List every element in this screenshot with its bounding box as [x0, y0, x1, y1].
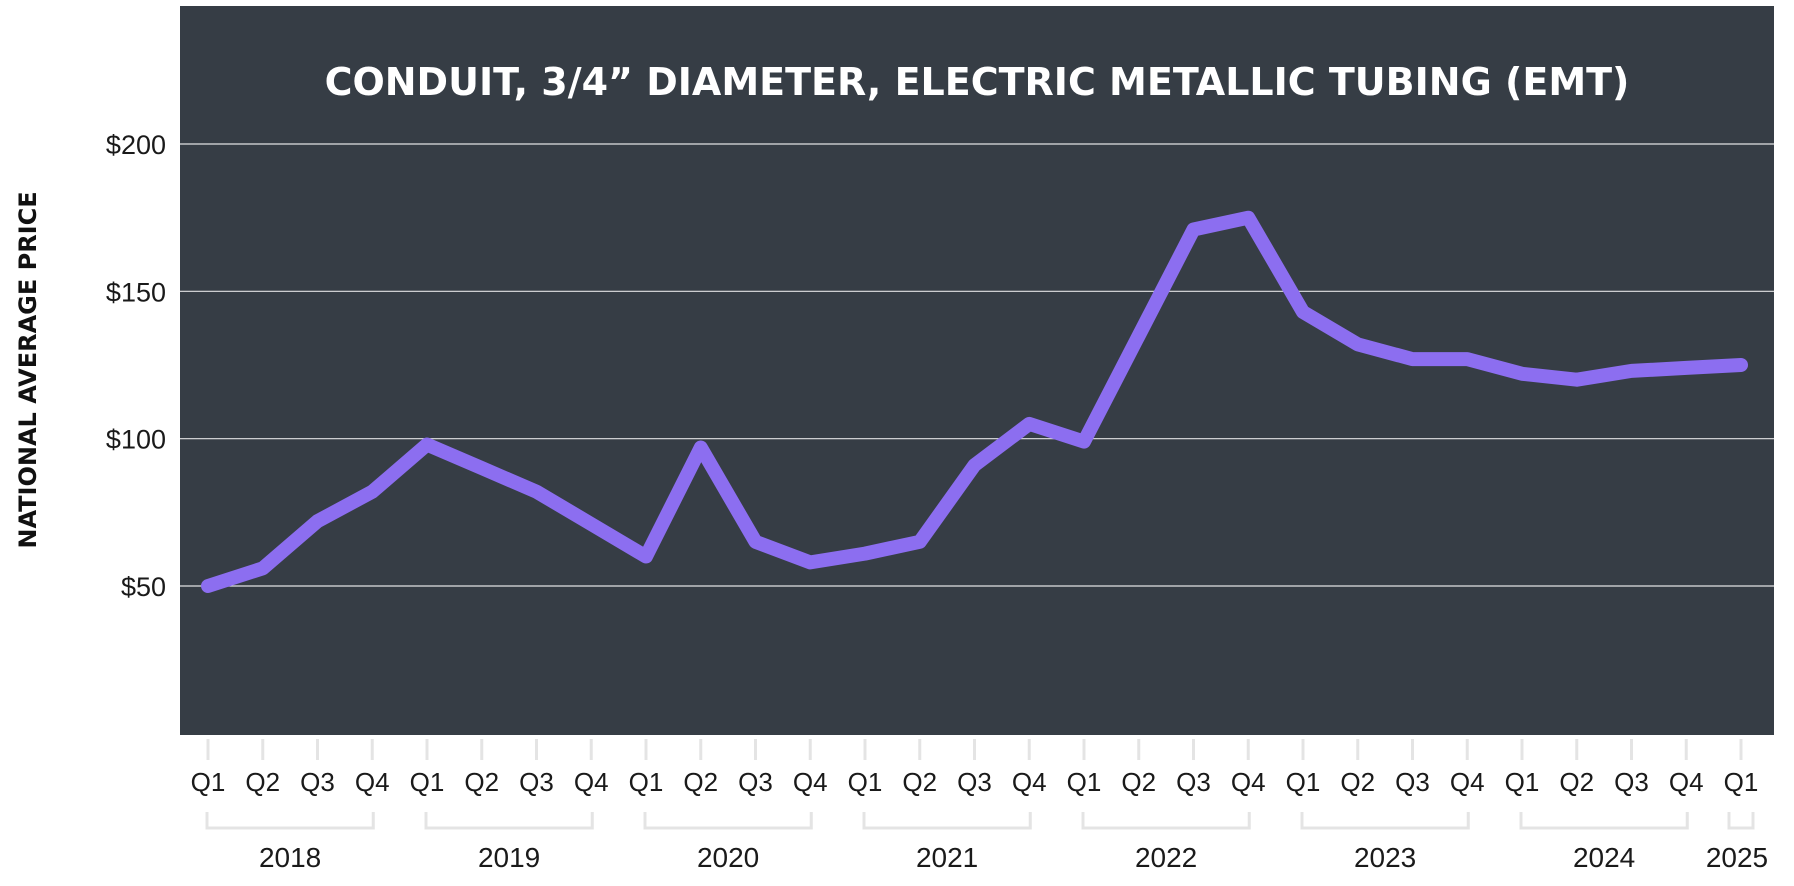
year-label: 2023 [1354, 842, 1416, 873]
x-tick-label: Q4 [793, 767, 828, 797]
data-point [640, 550, 652, 563]
y-tick-label: $200 [106, 130, 166, 160]
x-tick-label: Q1 [410, 767, 445, 797]
data-point [1187, 223, 1200, 236]
x-tick-label: Q4 [1669, 767, 1704, 797]
x-tick-label: Q4 [1450, 767, 1485, 797]
data-point [694, 441, 707, 454]
data-point [968, 459, 981, 472]
data-point [749, 535, 762, 548]
y-axis-ticks: $50 $100 $150 $200 [106, 130, 166, 602]
year-label: 2025 [1706, 842, 1768, 873]
x-tick-label: Q3 [957, 767, 992, 797]
y-tick-label: $150 [106, 277, 166, 307]
data-point [1132, 329, 1145, 342]
x-tick-label: Q3 [1614, 767, 1649, 797]
data-point [913, 535, 926, 548]
data-point [1570, 373, 1583, 386]
year-label: 2020 [697, 842, 759, 873]
x-tick-label: Q3 [738, 767, 773, 797]
x-axis-ticks: Q1 Q2 Q3 Q4 Q1 Q2 Q3 Q4 Q1 Q2 Q3 Q4 Q1 Q2 Q3 Q4 Q1 Q2 Q3 Q4… [191, 739, 1759, 797]
x-tick-label: Q2 [683, 767, 718, 797]
x-tick-label: Q1 [1286, 767, 1321, 797]
data-point [1406, 353, 1419, 366]
data-point [311, 515, 324, 528]
year-bracket [1300, 812, 1470, 830]
x-tick-label: Q1 [1505, 767, 1540, 797]
x-tick-label: Q2 [1340, 767, 1375, 797]
x-tick-label: Q2 [1121, 767, 1156, 797]
data-series [201, 210, 1748, 593]
data-point [1461, 353, 1474, 366]
data-point [1297, 305, 1309, 318]
x-tick-label: Q4 [355, 767, 390, 797]
y-axis-title: NATIONAL AVERAGE PRICE [14, 191, 42, 548]
data-point [1023, 417, 1036, 430]
year-label: 2019 [478, 842, 540, 873]
x-tick-label: Q3 [1176, 767, 1211, 797]
x-tick-label: Q1 [191, 767, 226, 797]
gridlines [180, 143, 1774, 587]
x-tick-label: Q3 [300, 767, 335, 797]
y-tick-label: $100 [106, 425, 166, 455]
x-tick-label: Q2 [1559, 767, 1594, 797]
year-bracket [643, 812, 813, 830]
x-tick-label: Q4 [574, 767, 609, 797]
year-bracket [205, 812, 375, 830]
x-tick-label: Q4 [1231, 767, 1266, 797]
x-tick-label: Q2 [902, 767, 937, 797]
x-tick-label: Q4 [1012, 767, 1047, 797]
year-bracket [862, 812, 1032, 830]
y-tick-label: $50 [121, 572, 166, 602]
year-bracket [1519, 812, 1689, 830]
data-point [1735, 359, 1747, 371]
x-tick-label: Q1 [848, 767, 883, 797]
data-point [585, 518, 598, 531]
year-bracket [424, 812, 594, 830]
x-tick-label: Q2 [464, 767, 499, 797]
x-tick-label: Q1 [629, 767, 664, 797]
year-bracket [1727, 812, 1755, 830]
year-label: 2024 [1573, 842, 1635, 873]
data-point [530, 485, 543, 498]
data-point [475, 462, 488, 475]
chart-title: CONDUIT, 3/4” DIAMETER, ELECTRIC METALLI… [325, 60, 1630, 104]
year-label: 2021 [916, 842, 978, 873]
data-point [421, 438, 433, 451]
data-point [202, 580, 214, 592]
data-point [1078, 435, 1090, 448]
data-point [1242, 211, 1255, 224]
x-tick-label: Q2 [245, 767, 280, 797]
year-label: 2018 [259, 842, 321, 873]
data-point [1625, 364, 1638, 377]
year-label: 2022 [1135, 842, 1197, 873]
data-point [859, 547, 871, 560]
x-tick-label: Q1 [1067, 767, 1102, 797]
year-groups: 2018 2019 2020 2021 2022 2023 2024 2025 [205, 812, 1768, 873]
data-point [1516, 367, 1528, 380]
x-tick-label: Q3 [1395, 767, 1430, 797]
data-point [256, 562, 269, 575]
data-point [366, 485, 379, 498]
x-tick-label: Q3 [519, 767, 554, 797]
data-point [1680, 361, 1693, 374]
year-bracket [1081, 812, 1251, 830]
data-point [804, 556, 817, 569]
x-tick-label: Q1 [1724, 767, 1759, 797]
data-point [1351, 338, 1364, 351]
